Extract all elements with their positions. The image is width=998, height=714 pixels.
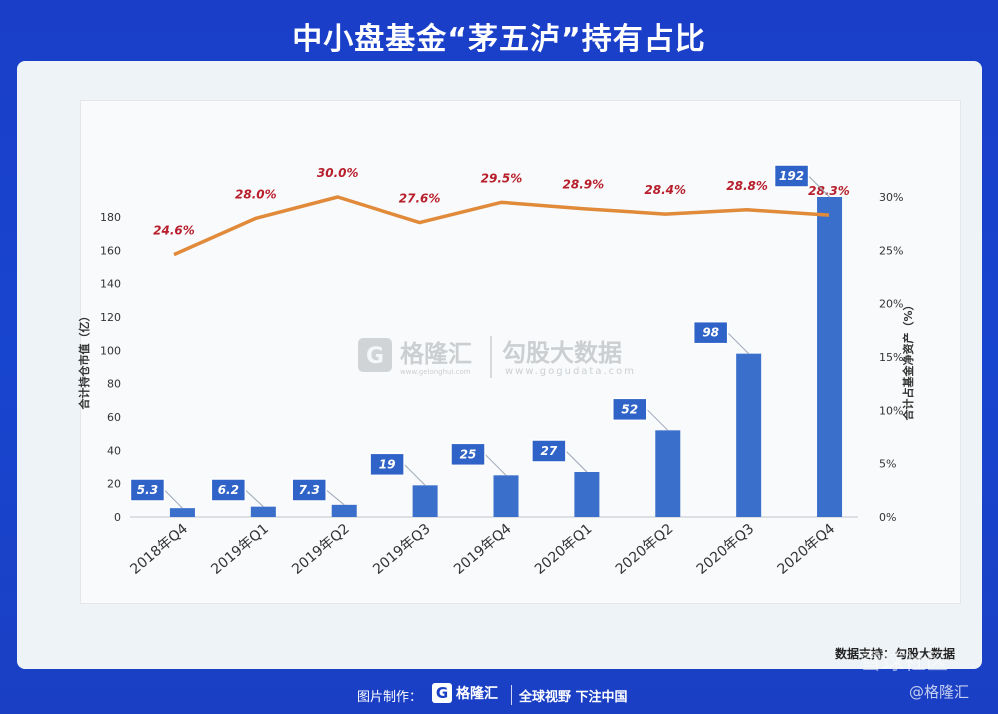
watermark-partner: 勾股大数据 (502, 339, 622, 367)
bar (493, 475, 519, 517)
watermark-partner-url: www.gogudata.com (505, 366, 636, 377)
y-left-tick: 100 (100, 344, 121, 357)
gelonghui-icon: G (432, 683, 452, 703)
x-tick-label: 2019年Q1 (208, 521, 272, 578)
y-right-tick: 30% (879, 191, 903, 204)
line-data-label: 30.0% (317, 166, 359, 180)
y-left-tick: 160 (100, 244, 121, 257)
x-tick-label: 2018年Q4 (127, 521, 191, 578)
bar-data-label: 6.2 (218, 483, 239, 497)
bar-callout-box (773, 164, 810, 188)
line-path (173, 195, 830, 257)
x-tick-label: 2019年Q3 (370, 521, 434, 578)
page-title: 中小盘基金“茅五泸”持有占比 (292, 22, 706, 57)
gelonghui-logo-icon (358, 338, 392, 372)
bar-callout-box (369, 452, 405, 477)
bar-callout-box (531, 439, 567, 463)
bar-callouts: 5.3 6.2 7.3 19 25 27 52 98 192 (129, 164, 830, 509)
line-data-label: 29.5% (481, 171, 523, 185)
line-data-label: 24.6% (153, 224, 195, 238)
brand-handle-watermark: @格隆汇 (909, 683, 970, 701)
bar (331, 504, 357, 517)
line-data-label: 28.4% (644, 183, 686, 197)
x-tick-label: 2020年Q1 (532, 521, 596, 578)
footer-credit: 图片制作： (357, 690, 423, 705)
line-data-label: 28.3% (808, 184, 850, 198)
bar (655, 430, 681, 517)
bar-data-label: 98 (702, 326, 719, 340)
y-left-tick: 40 (107, 444, 121, 457)
y-left-tick: 140 (100, 278, 121, 291)
footer-slogan: 全球视野 下注中国 (519, 690, 628, 705)
line-data-label: 28.0% (235, 187, 277, 201)
bar-data-label: 19 (379, 457, 396, 471)
y-right-tick: 15% (879, 351, 903, 364)
y-left-tick: 180 (100, 211, 121, 224)
bar-data-label: 5.3 (137, 483, 158, 497)
bar-callout-box (692, 320, 729, 345)
y-right-tick: 20% (879, 298, 903, 311)
footer-logo-text: 格隆汇 (456, 686, 498, 702)
bar (817, 197, 843, 517)
x-tick-label: 2020年Q2 (613, 521, 677, 578)
y-right-tick: 5% (879, 458, 896, 471)
bar-callout-box (129, 478, 166, 502)
bar (736, 353, 762, 517)
bar (574, 472, 600, 517)
bar-data-label: 25 (460, 447, 477, 461)
y-left-tick: 0 (114, 511, 121, 524)
y-axis-right-label: 合计占基金净资产（%） (901, 299, 915, 420)
line-series: 24.6% 28.0% 30.0% 27.6% 29.5% 28.9% 28.4% 28.8%… (153, 166, 850, 257)
bar-callout-box (612, 397, 648, 422)
y-right-tick: 25% (879, 244, 903, 257)
y-left-tick: 80 (107, 378, 121, 391)
bar-data-label: 7.3 (299, 483, 320, 497)
y-axis-left-label: 合计持仓市值（亿） (77, 311, 91, 410)
footer-divider (511, 685, 512, 705)
bar-series (169, 197, 843, 517)
y-right-tick: 10% (879, 404, 903, 417)
bar-callout-box (291, 478, 327, 502)
footer-logo: G 格隆汇 (432, 683, 498, 703)
y-left-tick: 60 (107, 411, 121, 424)
watermark-logo-letter: G (366, 344, 384, 369)
chart-frame (81, 101, 960, 603)
y-left-tick: 20 (107, 478, 121, 491)
x-tick-label: 2019年Q2 (289, 521, 353, 578)
y-right-tick: 0% (879, 511, 896, 524)
watermark: G 格隆汇 www.gelonghui.com 勾股大数据 www.goguda… (358, 336, 636, 378)
line-data-label: 28.8% (726, 179, 768, 193)
right-axis-ticks: 0% 5% 10% 15% 20% 25% 30% (879, 191, 903, 524)
bar-data-label: 192 (779, 169, 804, 183)
bar (250, 506, 276, 517)
watermark-brand: 格隆汇 (400, 340, 472, 368)
bar-data-label: 52 (621, 402, 638, 416)
line-data-label: 27.6% (399, 192, 441, 206)
data-source: 数据支持：勾股大数据 (835, 647, 956, 661)
bar (169, 508, 195, 517)
bar-callout-box (450, 442, 486, 467)
x-tick-label: 2019年Q4 (451, 521, 515, 578)
watermark-brand-url: www.gelonghui.com (400, 368, 471, 376)
bar-data-label: 27 (541, 444, 558, 458)
bar (412, 485, 438, 517)
footer: 图片制作： G 格隆汇 全球视野 下注中国 (0, 683, 998, 707)
bar-callout-box (210, 478, 247, 502)
x-axis-labels: 2018年Q4 2019年Q1 2019年Q2 2019年Q3 2019年Q4 2020年… (127, 521, 838, 578)
y-left-tick: 120 (100, 311, 121, 324)
x-tick-label: 2020年Q3 (694, 521, 758, 578)
line-data-label: 28.9% (563, 178, 605, 192)
community-watermark: 雪球社区 (860, 650, 949, 675)
x-tick-label: 2020年Q4 (775, 521, 839, 578)
